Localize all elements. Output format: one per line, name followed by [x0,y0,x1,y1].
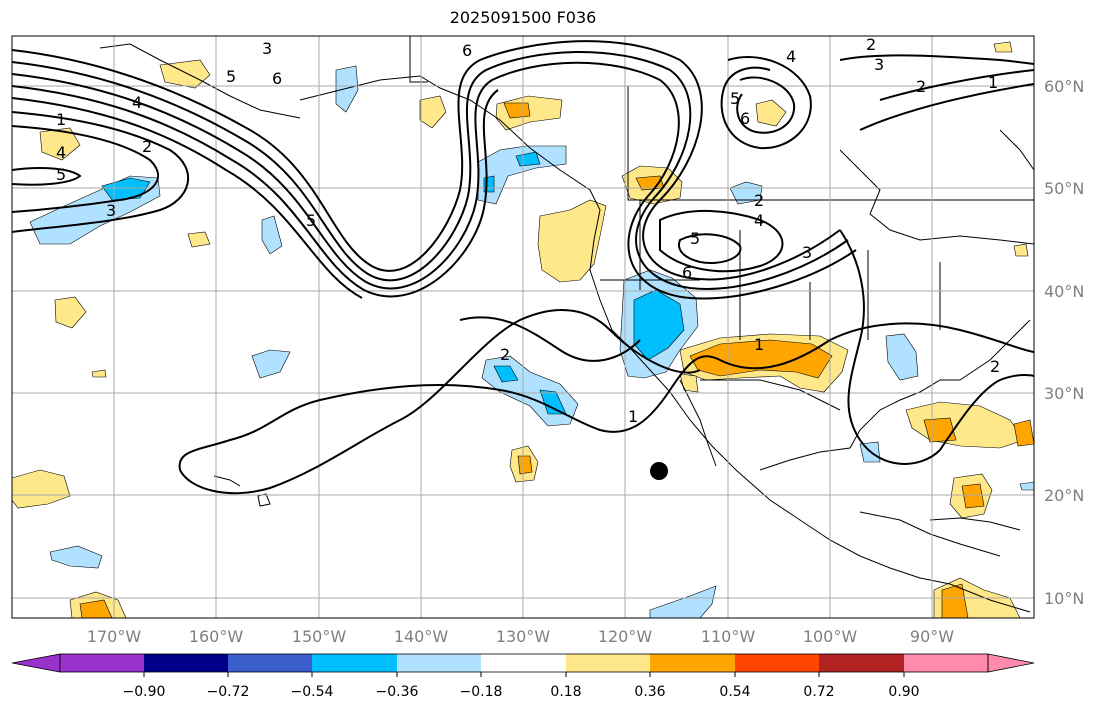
contour-label-2: 2 [990,357,1000,376]
map-frame [11,35,1035,619]
contour-label-3: 3 [106,201,116,220]
contour-label-1: 1 [754,335,764,354]
colorbar-ticks [143,672,905,677]
contour-label-2: 2 [142,137,152,156]
contour-label-4: 4 [132,93,142,112]
contour-label-5: 5 [56,165,66,184]
colorbar-bin-5 [397,654,481,672]
colorbar-bin-10 [819,654,904,672]
lon-label-150w: 150°W [292,627,347,646]
colorbar-bin-4 [312,654,397,672]
negative-anomaly-areas [29,65,1034,618]
colorbar-bin-1 [60,654,144,672]
colorbar-tick-label: −0.54 [291,684,334,700]
contour-label-6: 6 [272,69,282,88]
contour-labels: 1 4 5 3 6 5 3 5 6 4 2 4 5 6 2 4 5 6 3 1 … [56,35,1000,426]
contour-label-1: 1 [628,407,638,426]
contour-label-6: 6 [462,41,472,60]
lat-label-50n: 50°N [1044,179,1084,198]
colorbar-tick-label: −0.18 [460,684,503,700]
contour-label-3: 3 [802,243,812,262]
contour-label-1: 1 [988,73,998,92]
colorbar: −0.90 −0.72 −0.54 −0.36 −0.18 0.18 0.36 … [11,653,1035,700]
lat-label-30n: 30°N [1044,384,1084,403]
colorbar-extend-low [11,653,61,673]
lat-label-40n: 40°N [1044,282,1084,301]
colorbar-tick-label: −0.36 [376,684,419,700]
colorbar-bin-6 [481,654,566,672]
colorbar-tick-label: 0.90 [888,684,919,700]
contour-label-3: 3 [874,55,884,74]
contour-label-2: 2 [754,191,764,210]
colorbar-tick-label: −0.90 [123,684,166,700]
colorbar-tick-label: 0.36 [634,684,665,700]
contour-label-2: 2 [866,35,876,54]
contour-lines [12,40,1034,495]
contour-label-6: 6 [682,263,692,282]
lon-label-160w: 160°W [189,627,244,646]
lon-label-110w: 110°W [701,627,756,646]
lon-label-130w: 130°W [496,627,551,646]
latitude-labels: 60°N 50°N 40°N 30°N 20°N 10°N [1044,77,1084,608]
lon-label-100w: 100°W [803,627,858,646]
colorbar-tick-label: −0.72 [207,684,250,700]
lat-label-10n: 10°N [1044,589,1084,608]
longitude-labels: 170°W 160°W 150°W 140°W 130°W 120°W 110°… [87,627,954,646]
lat-label-60n: 60°N [1044,77,1084,96]
contour-label-4: 4 [786,47,796,66]
map-field: 1 4 5 3 6 5 3 5 6 4 2 4 5 6 2 4 5 6 3 1 … [12,35,1034,618]
lat-lon-grid [12,36,1034,618]
contour-label-5: 5 [730,89,740,108]
map-title: 2025091500 F036 [449,8,597,27]
colorbar-bin-9 [735,654,819,672]
contour-label-2: 2 [916,77,926,96]
contour-label-4: 4 [56,143,66,162]
colorbar-tick-label: 0.18 [550,684,581,700]
lat-label-20n: 20°N [1044,486,1084,505]
contour-label-1: 1 [56,110,66,129]
contour-label-3: 3 [262,39,272,58]
location-marker [650,462,668,480]
contour-label-6: 6 [740,109,750,128]
contour-label-5: 5 [690,229,700,248]
lon-label-140w: 140°W [394,627,449,646]
contour-label-5: 5 [306,211,316,230]
lon-label-170w: 170°W [87,627,142,646]
coastlines [99,36,1034,613]
colorbar-bin-8 [650,654,735,672]
contour-label-4: 4 [754,211,764,230]
colorbar-bin-2 [144,654,228,672]
colorbar-tick-label: 0.54 [719,684,750,700]
colorbar-bin-3 [228,654,312,672]
colorbar-tick-label: 0.72 [803,684,834,700]
contour-label-5: 5 [226,67,236,86]
lon-label-120w: 120°W [598,627,653,646]
colorbar-bin-11 [904,654,988,672]
lon-label-90w: 90°W [910,627,954,646]
colorbar-frame [59,653,989,673]
contour-label-2: 2 [500,345,510,364]
colorbar-extend-high [987,653,1035,673]
colorbar-bin-7 [566,654,650,672]
